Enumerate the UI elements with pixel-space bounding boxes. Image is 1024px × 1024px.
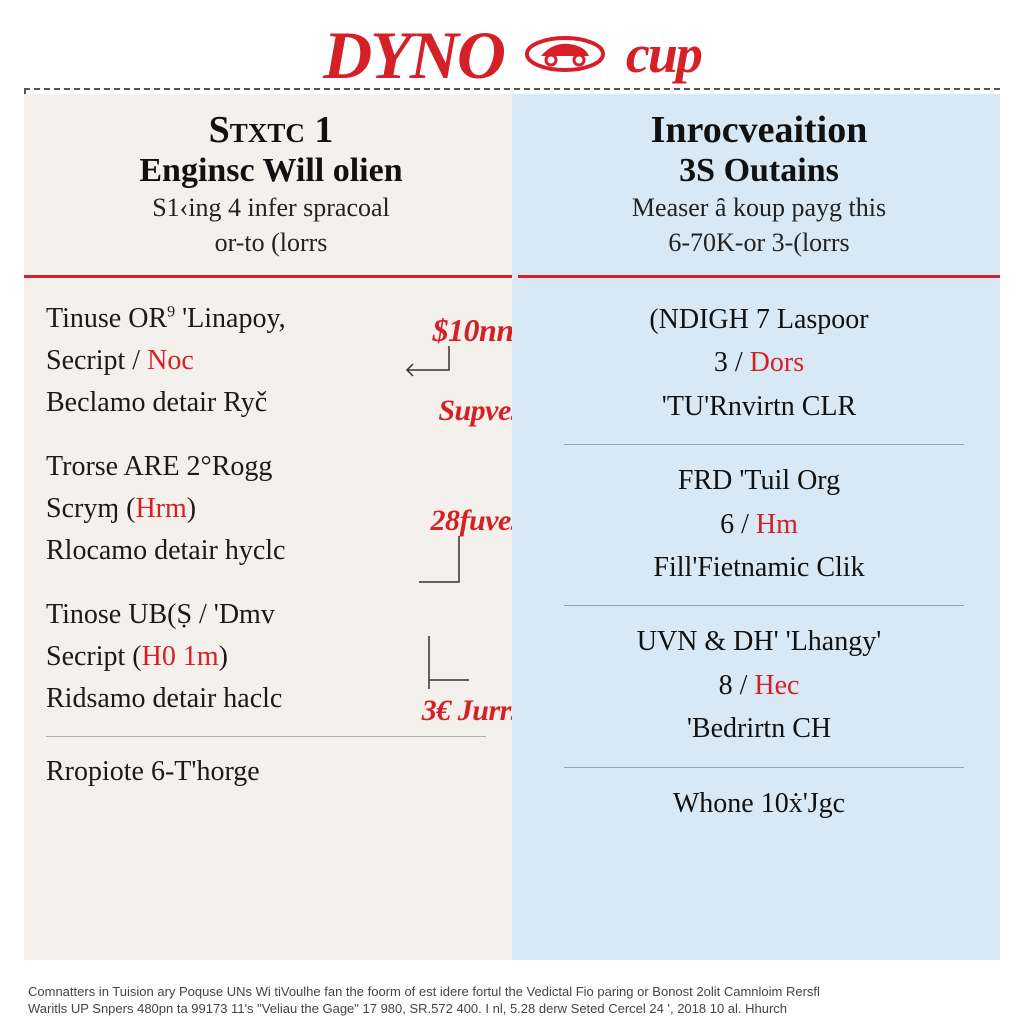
left-sub-2: or-to (lorrs	[46, 227, 496, 260]
right-group-2: FRD 'Tuil Org 6 / Hm Fill'Fietnamic Clik	[534, 449, 984, 601]
callout-label-4: 3€ Jurrs	[422, 694, 522, 728]
list-item: Scryɱ (Hrm)	[46, 488, 496, 530]
right-group-4: Whone 10ẋ'Jgc	[534, 772, 984, 837]
list-item: 3 / Dors	[534, 341, 984, 384]
right-group-1: (NDIGH 7 Laspoor 3 / Dors 'TU'Rnvirtn CL…	[534, 288, 984, 440]
brand-part1: DYNO	[323, 17, 504, 93]
list-item: 'TU'Rnvirtn CLR	[534, 385, 984, 428]
divider	[564, 444, 964, 445]
right-header: Inrocveaition 3S Outains Measer ȃ koup p…	[534, 108, 984, 269]
comparison-columns: Stxtc 1 Enginsc Will olien S1‹ing 4 infe…	[24, 94, 1000, 960]
list-item: Rropiote 6-T'horge	[46, 751, 496, 793]
list-item: Tinuse OR9 'Linapoy,	[46, 298, 496, 340]
right-column: Inrocveaition 3S Outains Measer ȃ koup p…	[512, 94, 1000, 960]
right-red-divider	[518, 275, 1000, 278]
right-title-1: Inrocveaition	[534, 108, 984, 152]
left-group-2: Trorse ARE 2°Rogg Scryɱ (Hrm) Rlocamo de…	[46, 436, 496, 584]
brand-logo: DYNO cup	[0, 10, 1024, 95]
left-group-1: Tinuse OR9 'Linapoy, Secript / Noc Becla…	[46, 288, 496, 436]
list-item: UVN & DH' 'Lhangy'	[534, 620, 984, 663]
fine-print-line: Comnatters in Tuision ary Poquse UNs Wi …	[28, 983, 998, 1001]
left-red-divider	[24, 275, 512, 278]
left-header: Stxtc 1 Enginsc Will olien S1‹ing 4 infe…	[46, 108, 496, 269]
fine-print-line: Waritls UP Snpers 480pn ta 99173 11's "V…	[28, 1000, 998, 1018]
left-title-2: Enginsc Will olien	[46, 152, 496, 190]
list-item: Secript / Noc	[46, 340, 496, 382]
right-title-2: 3S Outains	[534, 152, 984, 190]
callout-label-3: 28fuves	[431, 504, 522, 538]
list-item: Secript (H0 1m)	[46, 636, 496, 678]
list-item: (NDIGH 7 Laspoor	[534, 298, 984, 341]
callout-price-1: $10nnt	[433, 312, 522, 349]
right-sub-2: 6-70K-or 3-(lorrs	[534, 227, 984, 260]
left-sub-1: S1‹ing 4 infer spracoal	[46, 192, 496, 225]
callout-label-2: Supves	[438, 394, 522, 428]
list-item: Beclamo detair Ryč	[46, 382, 496, 424]
list-item: 6 / Hm	[534, 503, 984, 546]
divider	[564, 767, 964, 768]
list-item: Trorse ARE 2°Rogg	[46, 446, 496, 488]
left-group-4: Rropiote 6-T'horge	[46, 741, 496, 805]
left-title-1: Stxtc 1	[46, 108, 496, 152]
list-item: FRD 'Tuil Org	[534, 459, 984, 502]
list-item: Rlocamo detair hyclc	[46, 530, 496, 572]
fine-print: Comnatters in Tuision ary Poquse UNs Wi …	[28, 983, 998, 1018]
brand-car-icon	[523, 10, 607, 89]
divider	[564, 605, 964, 606]
brand-part2: cup	[626, 24, 701, 84]
right-sub-1: Measer ȃ koup payg this	[534, 192, 984, 225]
list-item: Fill'Fietnamic Clik	[534, 546, 984, 589]
left-column: Stxtc 1 Enginsc Will olien S1‹ing 4 infe…	[24, 94, 512, 960]
right-group-3: UVN & DH' 'Lhangy' 8 / Hec 'Bedrirtn CH	[534, 610, 984, 762]
list-item: 'Bedrirtn CH	[534, 707, 984, 750]
list-item: Tinose UB(Ṣ / 'Dmv	[46, 594, 496, 636]
list-item: 8 / Hec	[534, 664, 984, 707]
divider	[46, 736, 486, 737]
list-item: Whone 10ẋ'Jgc	[534, 782, 984, 825]
